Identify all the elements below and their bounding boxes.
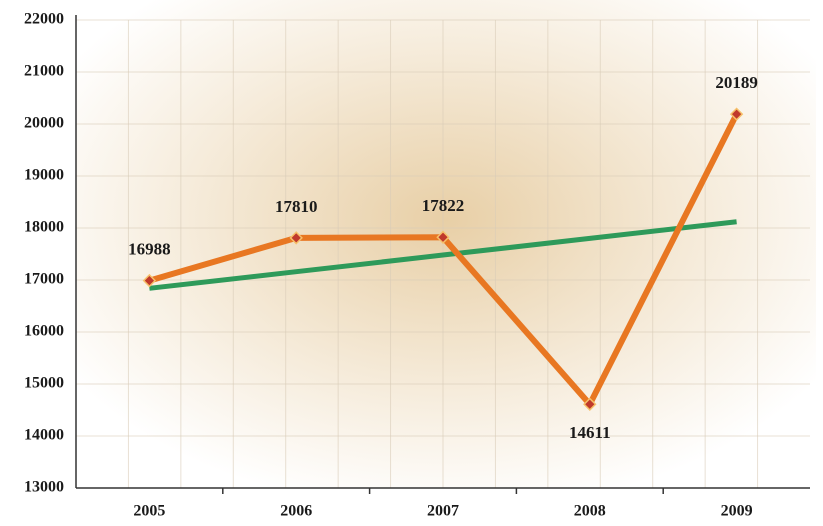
data-label: 17822 [422, 196, 465, 215]
data-marker [142, 273, 157, 288]
x-tick-label: 2006 [280, 503, 312, 520]
x-tick-label: 2005 [133, 503, 165, 520]
grid [76, 19, 810, 489]
y-tick-label: 21000 [24, 63, 64, 80]
y-tick-label: 20000 [24, 115, 64, 132]
y-tick-label: 13000 [24, 479, 64, 496]
marks [142, 107, 744, 411]
x-tick-label: 2009 [721, 503, 753, 520]
y-tick-label: 15000 [24, 375, 64, 392]
x-tick-label: 2007 [427, 503, 459, 520]
data-marker [583, 397, 597, 411]
y-tick-label: 22000 [24, 11, 64, 28]
data-label: 20189 [715, 73, 758, 92]
data-label: 14611 [569, 423, 611, 442]
series-line [149, 219, 737, 291]
data-marker [436, 230, 450, 244]
y-tick-label: 14000 [24, 427, 64, 444]
y-tick-label: 17000 [24, 271, 64, 288]
y-tick-label: 19000 [24, 167, 64, 184]
data-label: 17810 [275, 197, 318, 216]
data-label: 16988 [128, 240, 171, 259]
data-marker [289, 231, 303, 245]
data-marker [729, 107, 744, 121]
y-tick-label: 18000 [24, 219, 64, 236]
x-tick-label: 2008 [574, 503, 606, 520]
y-tick-label: 16000 [24, 323, 64, 340]
